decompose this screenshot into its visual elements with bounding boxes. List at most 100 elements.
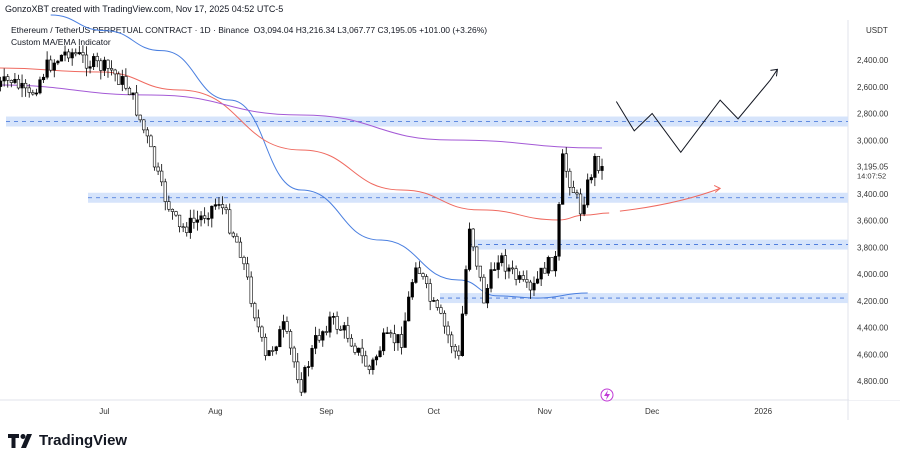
price-tick-label: 4,000.00 <box>857 270 889 279</box>
projection-arrowhead <box>770 68 779 77</box>
support-resistance-zone <box>6 116 848 127</box>
candle <box>106 59 110 78</box>
candle <box>170 208 175 220</box>
candle <box>256 309 260 333</box>
candle <box>188 209 192 239</box>
indicator-legend[interactable]: Custom MA/EMA Indicator <box>11 37 111 47</box>
candle-body <box>278 329 282 348</box>
candle-body <box>371 359 375 371</box>
candle-body <box>195 219 200 223</box>
candle <box>331 312 336 325</box>
candle <box>149 134 153 148</box>
candle <box>586 173 590 208</box>
candle-body <box>482 276 486 304</box>
candle-body <box>493 269 497 271</box>
candle <box>564 147 568 178</box>
price-tick-label: 2,600.00 <box>857 83 889 92</box>
candle-body <box>374 356 379 361</box>
candle-body <box>485 288 490 304</box>
candle-body <box>213 204 217 207</box>
candle-body <box>185 226 189 233</box>
candle-body <box>596 155 601 171</box>
candle-body <box>163 181 167 202</box>
candle-body <box>439 307 443 314</box>
candle <box>174 210 178 217</box>
candle <box>92 53 96 70</box>
candle <box>38 76 42 95</box>
candle-body <box>428 283 432 302</box>
candle <box>74 48 78 57</box>
candle-body <box>339 328 343 331</box>
tradingview-logo: TradingView <box>8 432 127 449</box>
candle-body <box>342 325 346 331</box>
candle-body <box>421 273 425 277</box>
candle-body <box>70 52 74 59</box>
candle <box>124 68 128 91</box>
candle <box>181 223 185 233</box>
candle <box>432 297 436 303</box>
candle-body <box>518 275 522 280</box>
candle-body <box>109 68 114 71</box>
candle-body <box>92 56 96 67</box>
candle <box>16 74 21 90</box>
candle <box>246 256 250 280</box>
candle <box>435 299 439 311</box>
candle <box>228 203 232 235</box>
time-tick-label: Nov <box>538 407 552 416</box>
event-lightning-icon <box>600 388 614 402</box>
candle <box>364 350 368 367</box>
candle <box>49 55 53 73</box>
candle-body <box>285 321 289 332</box>
candle-body <box>299 379 303 393</box>
candle-body <box>564 153 568 172</box>
candle-body <box>24 82 28 89</box>
candle-body <box>238 241 243 258</box>
candle-body <box>271 350 275 352</box>
candle <box>131 92 135 100</box>
candle <box>59 54 64 62</box>
candle <box>24 79 28 97</box>
candle <box>500 252 504 267</box>
candle-body <box>378 350 382 358</box>
price-tick-label: 3,800.00 <box>857 243 889 252</box>
moving-average-purple <box>0 84 603 149</box>
candle-body <box>328 316 332 333</box>
symbol-name[interactable]: Ethereum / TetherUS PERPETUAL CONTRACT ·… <box>11 25 249 35</box>
candle-body <box>135 92 139 116</box>
candle-body <box>188 217 192 233</box>
candle <box>417 261 422 274</box>
price-tick-label: 4,800.00 <box>857 377 889 386</box>
brand-name: TradingView <box>39 432 128 449</box>
candle-body <box>120 76 124 85</box>
candle-body <box>181 226 185 229</box>
candle <box>478 265 482 282</box>
candle <box>242 255 246 270</box>
candle-body <box>131 92 135 96</box>
candle-body <box>335 316 339 330</box>
candle-body <box>446 325 450 336</box>
candle-body <box>281 321 286 330</box>
candle-body <box>145 129 149 137</box>
candle-body <box>67 51 71 59</box>
candle <box>493 262 497 271</box>
candle-body <box>360 347 364 357</box>
candle-body <box>228 209 232 234</box>
candle-body <box>535 278 540 284</box>
candle-body <box>314 335 318 349</box>
candle <box>117 71 121 85</box>
lightning-glyph <box>604 390 610 400</box>
candle <box>81 45 85 64</box>
candle-body <box>417 267 422 274</box>
candle <box>367 364 371 375</box>
candle-body <box>95 56 99 62</box>
candle <box>296 353 300 384</box>
candle <box>335 311 339 335</box>
candle-body <box>59 54 64 62</box>
candle <box>299 372 303 397</box>
candle <box>553 250 558 277</box>
candle <box>428 278 432 311</box>
candle <box>292 345 296 368</box>
candle-body <box>235 235 239 243</box>
candle <box>274 345 278 355</box>
